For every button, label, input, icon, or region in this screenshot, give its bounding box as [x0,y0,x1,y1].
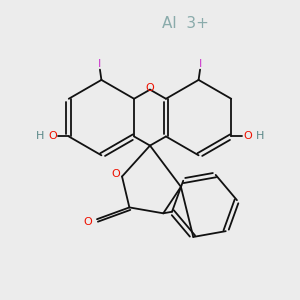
Text: Al  3+: Al 3+ [162,16,209,31]
Text: I: I [198,59,202,69]
Text: I: I [98,59,102,69]
Text: O: O [146,83,154,93]
Text: H: H [36,131,44,142]
Text: O: O [48,131,57,142]
Text: H: H [256,131,264,142]
Text: O: O [84,217,92,227]
Text: O: O [111,169,120,178]
Text: O: O [243,131,252,142]
